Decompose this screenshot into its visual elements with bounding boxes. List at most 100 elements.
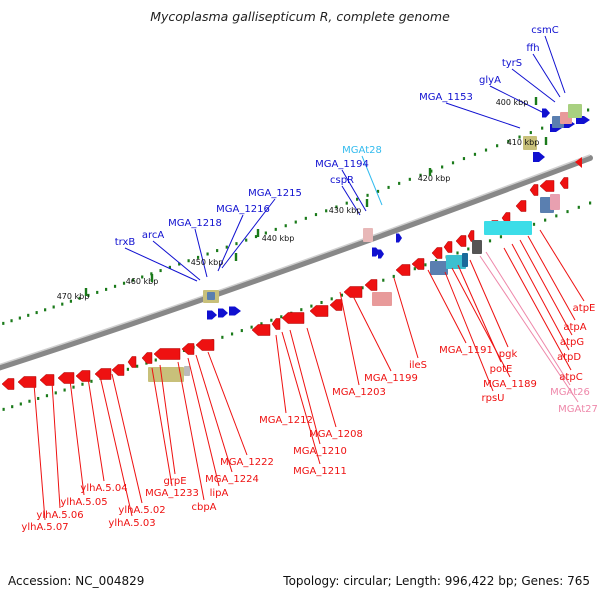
tick-dot (532, 222, 536, 226)
leader-line (544, 35, 566, 94)
scale-tick-mark (256, 229, 260, 237)
scale-tick-label: 460 kbp (126, 277, 159, 286)
accession-text: Accession: NC_004829 (8, 574, 145, 588)
tick-dot (589, 201, 592, 205)
tick-dot (154, 358, 157, 362)
scale-tick-mark (534, 97, 538, 105)
leader-line (221, 198, 276, 269)
tick-dot (96, 290, 99, 294)
tick-dot (434, 259, 438, 263)
tick-dot (361, 286, 364, 290)
reverse-gene-arrow (1, 378, 15, 390)
tick-dot (78, 296, 81, 300)
tick-dot (69, 299, 73, 303)
tick-dot (320, 300, 323, 304)
reverse-gene-arrow (575, 157, 582, 168)
reverse-gene-arrow (467, 230, 475, 242)
gene-label: MGA_1153 (419, 92, 473, 103)
tick-dot (206, 252, 209, 256)
gene-label: ylhA.5.06 (36, 510, 83, 521)
leader-line (539, 229, 585, 302)
feature-block (372, 292, 392, 306)
gene-label: tyrS (502, 58, 522, 69)
gene-label: ylhA.5.04 (80, 483, 127, 494)
feature-block (207, 292, 215, 300)
tick-dot (250, 325, 253, 329)
tick-dot (424, 263, 427, 267)
leader-line (207, 351, 248, 456)
tick-dot (178, 262, 181, 266)
leader-line (341, 169, 367, 212)
tick-dot (105, 287, 108, 291)
tick-dot (473, 152, 477, 156)
tick-dot (45, 394, 49, 398)
leader-line (281, 331, 321, 465)
tick-dot (398, 181, 401, 185)
feature-block (184, 366, 190, 376)
feature-block (446, 255, 466, 269)
tick-dot (441, 165, 444, 169)
gene-label: MGA_1203 (332, 387, 386, 398)
tick-dot (245, 238, 248, 242)
tick-dot (10, 319, 13, 323)
tick-dot (150, 272, 153, 276)
tick-dot (456, 251, 459, 255)
tick-dot (90, 379, 93, 383)
tick-dot (284, 224, 287, 228)
tick-dot (187, 259, 190, 263)
tick-dot (280, 315, 283, 319)
scale-tick-label: 420 kbp (418, 174, 451, 183)
scale-tick-label: 450 kbp (191, 258, 224, 267)
gene-label: atpC (559, 372, 582, 383)
tick-dot (35, 311, 38, 315)
tick-dot (340, 293, 344, 297)
tick-dot (61, 302, 64, 306)
forward-gene-arrow (207, 310, 217, 320)
genome-backbone (0, 155, 593, 371)
tick-dot (310, 304, 313, 308)
trna-label: MGAt28 (342, 145, 382, 156)
tick-dot (541, 126, 544, 130)
tick-dot (260, 322, 263, 326)
gene-label: MGAt26 (550, 387, 590, 398)
tick-dot (122, 281, 126, 285)
scale-tick-mark (365, 199, 369, 207)
gene-label: arcA (142, 230, 165, 241)
forward-gene-arrow (229, 306, 241, 316)
tick-dot (484, 148, 488, 152)
gene-label: atpG (560, 337, 584, 348)
gene-label: atpA (563, 322, 586, 333)
tick-dot (141, 275, 144, 279)
outer-tick-dots (2, 108, 590, 325)
reverse-gene-arrow (395, 264, 411, 276)
reverse-gene-arrow (309, 305, 329, 317)
tick-dot (18, 316, 21, 320)
leader-line (159, 364, 176, 475)
leader-line (195, 354, 233, 473)
forward-gene-arrow (218, 308, 228, 318)
scale-tick-mark (150, 274, 154, 282)
reverse-gene-arrow (111, 364, 125, 376)
tick-dot (345, 201, 348, 205)
tick-dot (52, 305, 55, 309)
gene-label: lipA (210, 488, 229, 499)
gene-label: MGA_1194 (315, 159, 369, 170)
leader-line (479, 255, 579, 403)
forward-gene-arrow (533, 152, 545, 162)
leader-line (445, 102, 521, 129)
gene-label: MGA_1216 (216, 204, 270, 215)
gene-label: MGA_1212 (259, 415, 313, 426)
gene-label: MGA_1211 (293, 466, 347, 477)
gene-label: MGA_1189 (483, 379, 537, 390)
tick-dot (387, 185, 390, 189)
leader-line (99, 375, 133, 517)
feature-block (148, 367, 184, 382)
reverse-gene-arrow (529, 184, 539, 196)
leader-line (275, 334, 287, 414)
gene-label: cspR (330, 175, 354, 186)
gene-label: MGA_1224 (205, 474, 259, 485)
leader-line (111, 373, 143, 504)
tick-dot (136, 364, 139, 368)
tick-dot (230, 332, 234, 336)
